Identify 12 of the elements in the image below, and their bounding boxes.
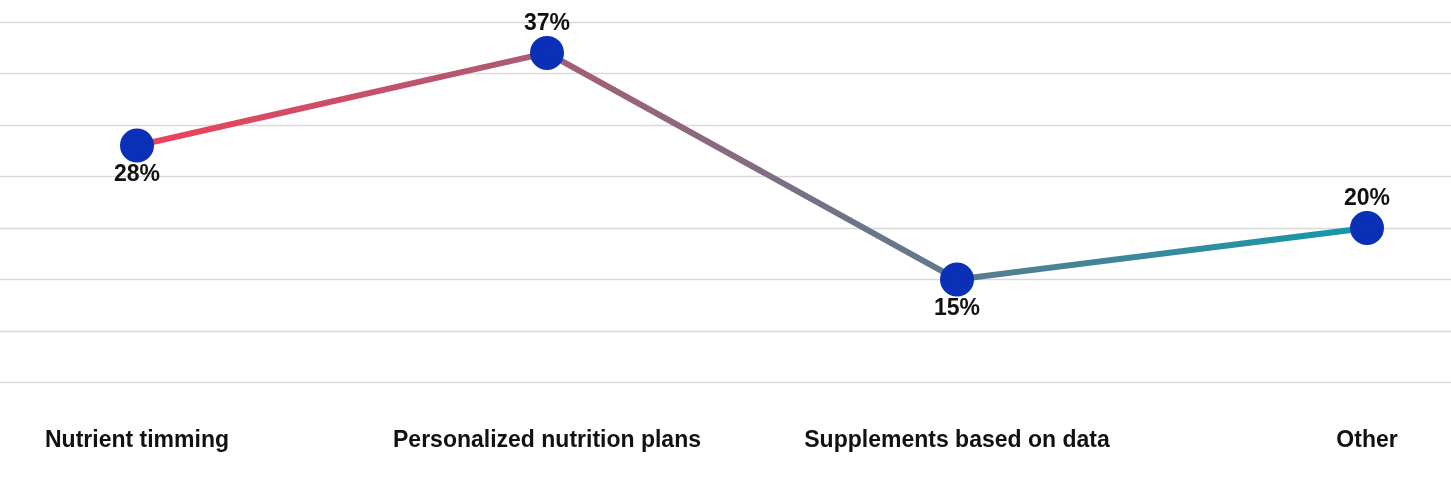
data-label: 28%	[113, 160, 161, 187]
x-tick-label: Supplements based on data	[804, 425, 1110, 452]
x-tick-label: Personalized nutrition plans	[393, 425, 701, 452]
data-label: 15%	[933, 294, 981, 321]
x-tick-label: Other	[1336, 425, 1398, 452]
point	[120, 128, 154, 163]
point	[940, 262, 974, 297]
x-tick-label: Nutrient timming	[45, 425, 229, 452]
data-label: 37%	[523, 8, 571, 35]
data-label: 20%	[1343, 183, 1391, 210]
point	[1350, 210, 1384, 245]
point	[530, 35, 564, 70]
